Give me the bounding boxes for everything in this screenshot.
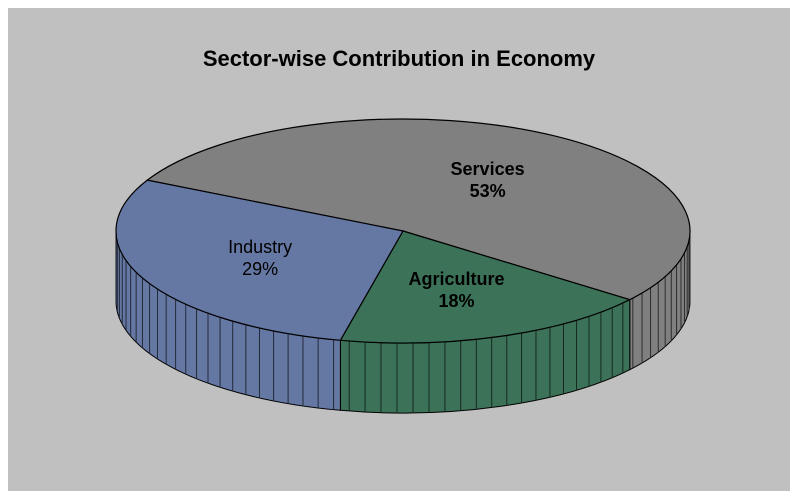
pie-walls bbox=[115, 230, 691, 414]
slice-percent: 53% bbox=[470, 181, 506, 201]
slice-label-industry: Industry 29% bbox=[228, 237, 292, 279]
pie-tops bbox=[115, 118, 691, 344]
chart-area: Sector-wise Contribution in Economy Serv… bbox=[8, 8, 790, 491]
slice-name: Industry bbox=[228, 237, 292, 257]
pie-slice-industry bbox=[115, 179, 404, 341]
pie-slice-agriculture bbox=[339, 230, 632, 344]
slice-percent: 18% bbox=[438, 291, 474, 311]
slice-label-agriculture: Agriculture 18% bbox=[408, 269, 504, 311]
pie-chart: Services 53% Agriculture 18% Industry 29% bbox=[115, 118, 691, 414]
chart-title: Sector-wise Contribution in Economy bbox=[202, 46, 596, 71]
pie-slice-services bbox=[145, 118, 691, 301]
slice-label-services: Services 53% bbox=[451, 159, 525, 201]
slice-percent: 29% bbox=[242, 259, 278, 279]
pie-labels: Services 53% Agriculture 18% Industry 29% bbox=[228, 159, 524, 311]
slice-name: Services bbox=[451, 159, 525, 179]
slice-name: Agriculture bbox=[408, 269, 504, 289]
